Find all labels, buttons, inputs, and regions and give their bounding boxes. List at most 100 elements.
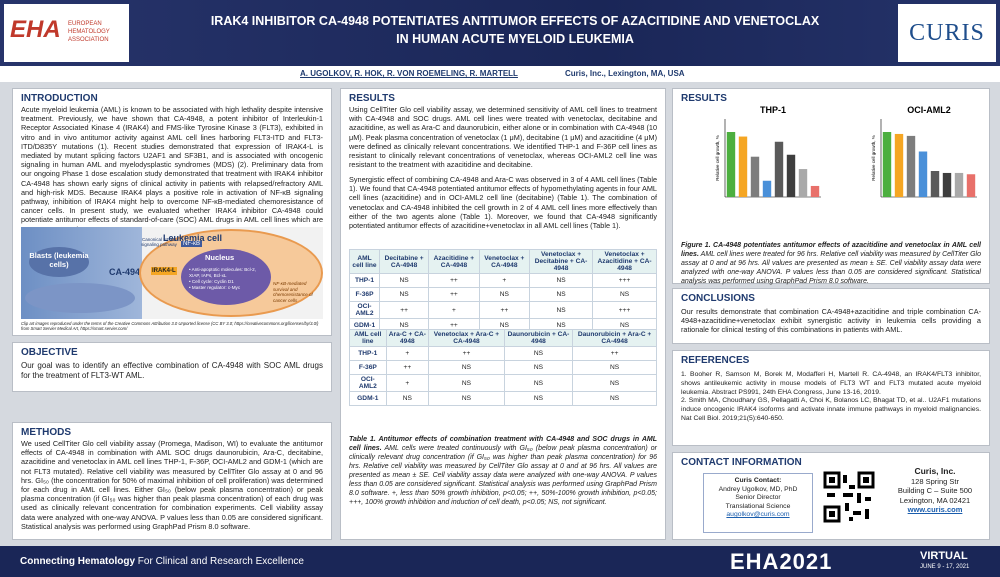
caption-text: AML cell lines were treated for 96 hrs. … bbox=[681, 251, 981, 285]
reference-list: 1. Booher R, Samson M, Borek M, Modaffer… bbox=[681, 371, 981, 424]
authors: A. UGOLKOV, R. HOK, R. VON ROEMELING, R.… bbox=[300, 69, 518, 78]
cell: OCI-AML2 bbox=[349, 374, 387, 392]
contact-card: Curis Contact: Andrey Ugolkov, MD, PhD S… bbox=[703, 473, 813, 533]
cell: NS bbox=[528, 301, 594, 319]
table-2: AML cell line Ara-C + CA-4948 Venetoclax +… bbox=[349, 329, 657, 406]
eha-mark: EHA bbox=[10, 16, 61, 43]
bar bbox=[906, 135, 916, 197]
heading: REFERENCES bbox=[681, 355, 750, 366]
drug: CA-4948 bbox=[109, 267, 146, 277]
caption: Table 1. Antitumor effects of combinatio… bbox=[349, 435, 657, 507]
heading: METHODS bbox=[21, 427, 71, 438]
cell: NS bbox=[528, 273, 594, 288]
leukemia-cell-label: Leukemia cell bbox=[163, 233, 223, 243]
target-item: • Master regulator: c-Myc bbox=[189, 285, 241, 290]
footer bbox=[0, 546, 1000, 577]
introduction: INTRODUCTION Acute myeloid leukemia (AML… bbox=[12, 88, 332, 336]
bar bbox=[786, 154, 796, 197]
y-axis-label: Relative cell growth, % bbox=[871, 135, 876, 181]
cell: GDM-1 bbox=[349, 391, 387, 406]
cell: NS bbox=[503, 346, 574, 361]
header-row: AML cell line Decitabine + CA-4948 Azaciti… bbox=[348, 249, 657, 274]
cell: ++ bbox=[428, 287, 480, 302]
y-axis-label: Relative cell growth, % bbox=[715, 135, 720, 181]
row: F-36P NS ++ NS NS NS bbox=[348, 287, 657, 302]
caption-title: Figure 1. CA-4948 potentiates antitumor … bbox=[681, 242, 981, 258]
header-cell: Decitabine + CA-4948 bbox=[379, 249, 430, 274]
tagline: Connecting Hematology For Clinical and R… bbox=[20, 556, 304, 567]
cell: NS bbox=[385, 391, 430, 406]
chart-title: OCI-AML2 bbox=[907, 105, 951, 115]
cell: NS bbox=[572, 360, 657, 375]
reference: 1. Booher R, Samson M, Borek M, Modaffer… bbox=[681, 371, 981, 396]
outcome: NF-κB-mediated survival and chemoresista… bbox=[273, 281, 313, 303]
bar bbox=[942, 172, 952, 197]
methods: METHODS We used CellTiter Glo cell viabi… bbox=[12, 422, 332, 540]
caption-text: AML cells were treated continuously with… bbox=[349, 445, 658, 506]
dates: JUNE 9 - 17, 2021 bbox=[920, 564, 970, 570]
contact-role: Translational Science bbox=[725, 502, 791, 510]
contact-email[interactable]: augolkov@curis.com bbox=[726, 511, 790, 519]
cell: + bbox=[385, 346, 430, 361]
text: Our goal was to identify an effective co… bbox=[21, 361, 323, 380]
header-cell: Daunorubicin + Ara-C + CA-4948 bbox=[572, 329, 657, 347]
header-cell: Venetoclax + Decitabine + CA-4948 bbox=[528, 249, 594, 274]
cell: NS bbox=[592, 287, 657, 302]
header-cell: Daunorubicin + CA-4948 bbox=[503, 329, 574, 347]
header-cell: Azacitidine + CA-4948 bbox=[428, 249, 480, 274]
cell: NS bbox=[503, 374, 574, 392]
cell-shape bbox=[25, 283, 135, 313]
text: Our results demonstrate that combination… bbox=[681, 307, 981, 335]
results-figure: RESULTS THP-1 Relative cell growth, % OCI-… bbox=[672, 88, 990, 285]
bar bbox=[726, 132, 736, 197]
header-band bbox=[0, 0, 1000, 66]
header-cell: Venetoclax + Ara-C + CA-4948 bbox=[428, 329, 505, 347]
cell: NS bbox=[572, 391, 657, 406]
cell: NS bbox=[379, 287, 430, 302]
cell: F-36P bbox=[348, 287, 381, 302]
header-cell: AML cell line bbox=[348, 249, 381, 274]
heading: INTRODUCTION bbox=[21, 93, 98, 104]
header-cell: Venetoclax + Azacitidine + CA-4948 bbox=[592, 249, 657, 274]
bar bbox=[918, 151, 928, 197]
cell: ++ bbox=[478, 301, 530, 319]
cell: ++ bbox=[428, 273, 480, 288]
bar bbox=[798, 169, 808, 197]
title: IRAK4 INHIBITOR CA-4948 POTENTIATES ANTI… bbox=[140, 12, 890, 48]
nucleus-shape bbox=[181, 249, 271, 305]
cell: OCI-AML2 bbox=[348, 301, 381, 319]
cell: NS bbox=[428, 391, 505, 406]
pathway: Canonical NF-κB signaling pathway bbox=[141, 237, 177, 247]
header-row: AML cell line Ara-C + CA-4948 Venetoclax +… bbox=[349, 329, 657, 347]
contact-name: Andrey Ugolkov, MD, PhD bbox=[718, 485, 798, 493]
cell: +++ bbox=[592, 301, 657, 319]
nfkb: NF-κB bbox=[181, 241, 202, 247]
heading: RESULTS bbox=[349, 93, 395, 104]
row: OCI-AML2 + NS NS NS bbox=[349, 374, 657, 392]
title-line: IRAK4 INHIBITOR CA-4948 POTENTIATES ANTI… bbox=[210, 14, 820, 28]
reference: 2. Smith MA, Choudhary GS, Pellagatti A,… bbox=[681, 397, 981, 422]
diagram: Blasts (leukemia cells) CA-4948 Leukemia… bbox=[21, 227, 323, 319]
conclusions: CONCLUSIONS Our results demonstrate that… bbox=[672, 288, 990, 344]
author-band bbox=[0, 66, 1000, 82]
qr-code bbox=[823, 471, 875, 523]
header-cell: Venetoclax + CA-4948 bbox=[478, 249, 530, 274]
cell: +++ bbox=[592, 273, 657, 288]
cell: NS bbox=[528, 287, 594, 302]
results: RESULTS Using CellTiter Glo cell viabili… bbox=[340, 88, 666, 540]
contact: CONTACT INFORMATION Curis Contact: Andre… bbox=[672, 452, 990, 540]
tagline-text: For Clinical and Research Excellence bbox=[137, 556, 304, 567]
figure: THP-1 Relative cell growth, % OCI-AML2 Rela… bbox=[715, 105, 977, 198]
address-line: Lexington, MA 02421 bbox=[899, 495, 971, 505]
text: Acute myeloid leukemia (AML) is known to… bbox=[21, 105, 323, 234]
targets: • Anti-apoptotic molecules: Bcl-2, XIAP,… bbox=[189, 267, 267, 291]
cell: ++ bbox=[385, 360, 430, 375]
caption-title: Table 1. Antitumor effects of combinatio… bbox=[349, 436, 657, 452]
bar bbox=[930, 171, 940, 197]
credit: Clip art images reproduced under the ter… bbox=[21, 321, 319, 331]
tagline-bold: Connecting Hematology bbox=[20, 556, 136, 567]
website[interactable]: www.curis.com bbox=[907, 505, 963, 515]
text: We used CellTiter Glo cell viability ass… bbox=[21, 439, 323, 531]
company: Curis, Inc. bbox=[914, 466, 956, 476]
bar bbox=[966, 174, 976, 197]
